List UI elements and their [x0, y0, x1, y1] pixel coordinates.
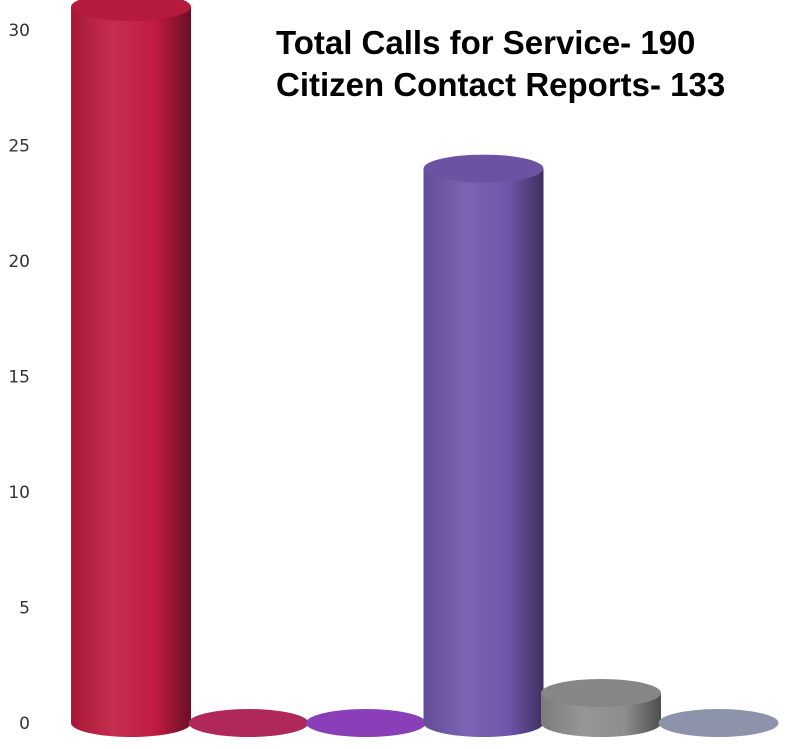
- y-tick-label: 15: [8, 368, 30, 388]
- bar-6: [658, 709, 779, 737]
- bar-5: [541, 678, 661, 737]
- bar-top: [423, 154, 544, 183]
- bar-2: [188, 709, 309, 737]
- chart-title: Total Calls for Service- 190 Citizen Con…: [276, 22, 796, 106]
- bar-1: [71, 0, 191, 737]
- bar-body: [423, 168, 544, 737]
- y-tick-label: 0: [19, 714, 30, 734]
- y-tick-label: 5: [19, 599, 30, 619]
- bar-top: [541, 678, 661, 707]
- bar-body: [71, 6, 191, 737]
- bar-3: [306, 709, 426, 737]
- title-line-1: Total Calls for Service- 190: [276, 24, 696, 61]
- bar-top: [658, 709, 779, 737]
- bar-top: [71, 0, 191, 21]
- y-tick-label: 25: [8, 137, 30, 157]
- title-line-2: Citizen Contact Reports- 133: [276, 66, 726, 103]
- bar-top: [306, 709, 426, 737]
- y-axis: 0 5 10 15 20 25 30: [8, 21, 30, 734]
- bar-4: [423, 154, 544, 737]
- y-tick-label: 10: [8, 483, 30, 503]
- bar-top: [188, 709, 309, 737]
- bars: [71, 0, 779, 737]
- y-tick-label: 20: [8, 252, 30, 272]
- y-tick-label: 30: [8, 21, 30, 41]
